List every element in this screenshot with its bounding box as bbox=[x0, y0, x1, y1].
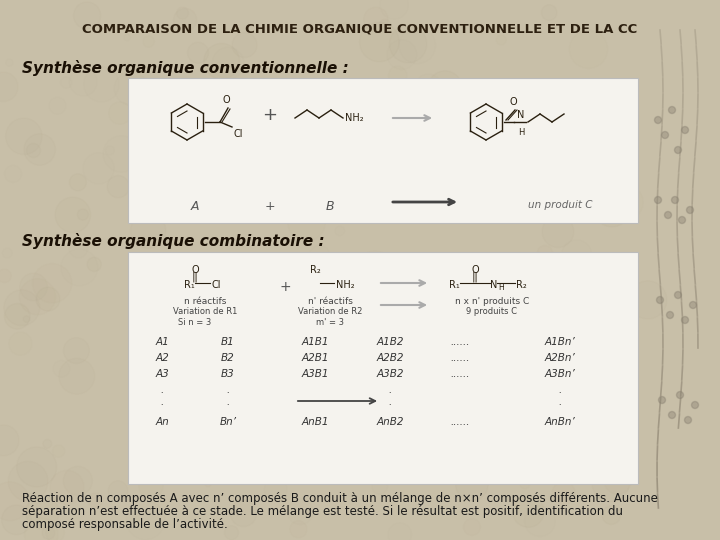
Text: An: An bbox=[155, 417, 169, 427]
Circle shape bbox=[682, 126, 688, 133]
Text: O: O bbox=[222, 95, 230, 105]
Circle shape bbox=[682, 316, 688, 323]
Text: Synthèse organique combinatoire :: Synthèse organique combinatoire : bbox=[22, 233, 325, 249]
Text: séparation n’est effectuée à ce stade. Le mélange est testé. Si le résultat est : séparation n’est effectuée à ce stade. L… bbox=[22, 505, 623, 518]
Text: A2B2: A2B2 bbox=[377, 353, 404, 363]
Circle shape bbox=[677, 392, 683, 399]
Circle shape bbox=[685, 416, 691, 423]
Text: H: H bbox=[498, 283, 504, 292]
Text: Cl: Cl bbox=[234, 129, 243, 139]
Text: m' = 3: m' = 3 bbox=[316, 318, 344, 327]
Text: NH₂: NH₂ bbox=[336, 280, 355, 290]
Text: B: B bbox=[325, 200, 334, 213]
Circle shape bbox=[672, 197, 678, 204]
Circle shape bbox=[662, 132, 668, 138]
Circle shape bbox=[675, 146, 682, 153]
Text: composé responsable de l’activité.: composé responsable de l’activité. bbox=[22, 518, 228, 531]
Text: NH₂: NH₂ bbox=[345, 113, 364, 123]
Text: +: + bbox=[263, 106, 277, 124]
Text: Cl: Cl bbox=[212, 280, 222, 290]
Text: AnBn’: AnBn’ bbox=[544, 417, 575, 427]
Text: A2Bn’: A2Bn’ bbox=[544, 353, 575, 363]
Text: N: N bbox=[517, 110, 525, 120]
Text: .: . bbox=[388, 385, 392, 395]
Text: AnB2: AnB2 bbox=[377, 417, 404, 427]
Circle shape bbox=[667, 312, 673, 319]
Text: A3Bn’: A3Bn’ bbox=[544, 369, 575, 379]
Text: .: . bbox=[161, 385, 163, 395]
Text: ......: ...... bbox=[450, 337, 469, 347]
Text: O: O bbox=[192, 265, 199, 275]
Text: A2: A2 bbox=[155, 353, 169, 363]
Text: ......: ...... bbox=[450, 417, 469, 427]
Circle shape bbox=[659, 396, 665, 403]
Text: .: . bbox=[161, 397, 163, 407]
Text: COMPARAISON DE LA CHIMIE ORGANIQUE CONVENTIONNELLE ET DE LA CC: COMPARAISON DE LA CHIMIE ORGANIQUE CONVE… bbox=[82, 22, 638, 35]
Circle shape bbox=[690, 301, 696, 308]
Text: Synthèse organique conventionnelle :: Synthèse organique conventionnelle : bbox=[22, 60, 348, 76]
Text: .: . bbox=[559, 397, 562, 407]
Text: R₁: R₁ bbox=[449, 280, 460, 290]
Text: B2: B2 bbox=[221, 353, 235, 363]
Text: ‖: ‖ bbox=[192, 272, 198, 282]
Circle shape bbox=[668, 411, 675, 418]
Circle shape bbox=[654, 197, 662, 204]
Text: H: H bbox=[518, 128, 524, 137]
Text: A1Bn’: A1Bn’ bbox=[544, 337, 575, 347]
Text: B3: B3 bbox=[221, 369, 235, 379]
Bar bbox=[128, 78, 638, 223]
Text: A1B1: A1B1 bbox=[301, 337, 329, 347]
Text: B1: B1 bbox=[221, 337, 235, 347]
Circle shape bbox=[686, 206, 693, 213]
Circle shape bbox=[668, 106, 675, 113]
Text: 9 produits C: 9 produits C bbox=[467, 307, 518, 316]
Text: AnB1: AnB1 bbox=[301, 417, 329, 427]
Text: A3B1: A3B1 bbox=[301, 369, 329, 379]
Text: A3B2: A3B2 bbox=[377, 369, 404, 379]
Text: ......: ...... bbox=[450, 369, 469, 379]
Text: ‖: ‖ bbox=[472, 272, 478, 282]
Text: .: . bbox=[226, 397, 230, 407]
Text: A1B2: A1B2 bbox=[377, 337, 404, 347]
Text: .: . bbox=[226, 385, 230, 395]
Text: R₂: R₂ bbox=[516, 280, 527, 290]
Text: un produit C: un produit C bbox=[528, 200, 593, 210]
Text: O: O bbox=[509, 97, 517, 107]
Text: A: A bbox=[191, 200, 199, 213]
Text: ......: ...... bbox=[450, 353, 469, 363]
Text: n x n' produits C: n x n' produits C bbox=[455, 297, 529, 306]
Text: n réactifs: n réactifs bbox=[184, 297, 226, 306]
Text: +: + bbox=[279, 280, 291, 294]
Text: Variation de R1: Variation de R1 bbox=[173, 307, 237, 316]
Text: .: . bbox=[559, 385, 562, 395]
Text: N: N bbox=[490, 280, 498, 290]
Circle shape bbox=[657, 296, 664, 303]
Circle shape bbox=[678, 217, 685, 224]
Text: R₂: R₂ bbox=[310, 265, 320, 275]
Text: A1: A1 bbox=[155, 337, 169, 347]
Bar bbox=[128, 252, 638, 484]
Circle shape bbox=[691, 402, 698, 408]
Circle shape bbox=[654, 117, 662, 124]
Circle shape bbox=[665, 212, 672, 219]
Text: Réaction de n composés A avec n’ composés B conduit à un mélange de n×n’ composé: Réaction de n composés A avec n’ composé… bbox=[22, 492, 658, 505]
Text: R₁: R₁ bbox=[184, 280, 195, 290]
Text: .: . bbox=[388, 397, 392, 407]
Text: Bn’: Bn’ bbox=[220, 417, 236, 427]
Text: Si n = 3: Si n = 3 bbox=[179, 318, 212, 327]
Text: Variation de R2: Variation de R2 bbox=[298, 307, 362, 316]
Text: O: O bbox=[471, 265, 479, 275]
Text: A2B1: A2B1 bbox=[301, 353, 329, 363]
Text: A3: A3 bbox=[155, 369, 169, 379]
Circle shape bbox=[675, 292, 682, 299]
Text: n' réactifs: n' réactifs bbox=[307, 297, 352, 306]
Text: +: + bbox=[265, 200, 275, 213]
